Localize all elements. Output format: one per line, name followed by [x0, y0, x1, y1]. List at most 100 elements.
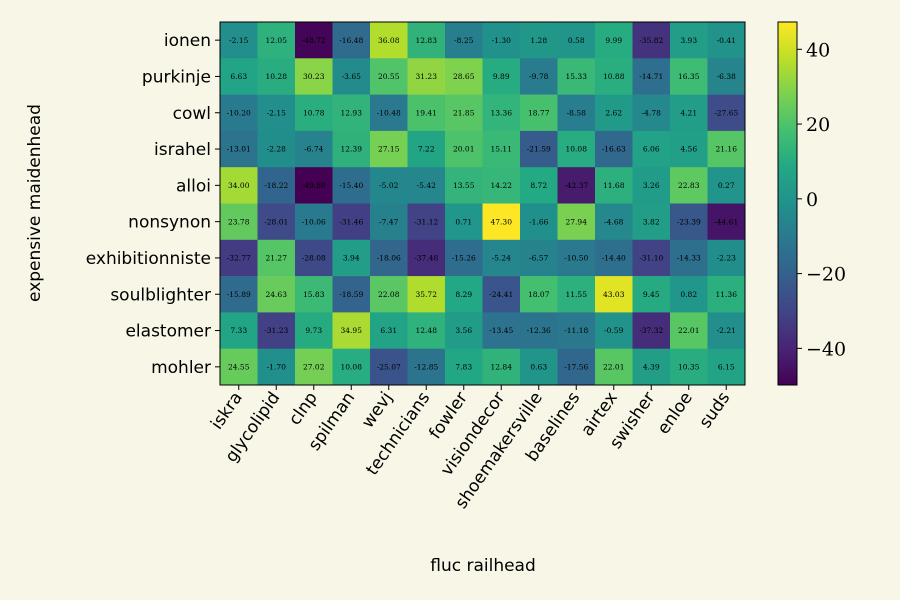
cell-value-label: 12.84	[491, 362, 513, 371]
cell-value-label: 20.55	[378, 72, 400, 81]
heatmap-cell	[557, 239, 596, 277]
cell-value-label: -13.45	[489, 326, 513, 335]
cell-value-label: -4.68	[604, 217, 623, 226]
cell-value-label: -37.48	[414, 254, 438, 263]
cell-value-label: -5.02	[379, 181, 398, 190]
heatmap-cell	[520, 167, 558, 204]
cell-value-label: -15.40	[339, 181, 363, 190]
heatmap-cell	[482, 203, 521, 241]
heatmap-cell	[445, 348, 483, 386]
heatmap-cell	[257, 167, 296, 204]
heatmap-cell	[407, 94, 446, 132]
heatmap-cell	[670, 203, 708, 241]
heatmap-cell	[670, 167, 708, 204]
heatmap-cell	[445, 58, 483, 95]
cell-value-label: 0.82	[680, 290, 697, 299]
heatmap-cell	[370, 22, 408, 59]
heatmap-cell	[670, 22, 708, 59]
cell-value-label: 6.15	[718, 362, 735, 371]
heatmap-cell	[595, 312, 633, 349]
cell-value-label: -1.30	[492, 36, 511, 45]
heatmap-cell	[332, 276, 371, 313]
cell-value-label: 0.71	[455, 217, 472, 226]
heatmap-cell	[220, 22, 258, 59]
cell-value-label: -0.41	[717, 36, 736, 45]
cell-value-label: 14.22	[491, 181, 513, 190]
y-tick-label: mohler	[151, 358, 211, 378]
cell-value-label: 9.99	[605, 36, 622, 45]
cell-value-label: 13.55	[453, 181, 475, 190]
cell-value-label: 3.94	[343, 254, 360, 263]
cell-value-label: -18.06	[377, 254, 401, 263]
heatmap-cell	[520, 22, 558, 59]
cell-value-label: -31.10	[639, 254, 663, 263]
cell-value-label: 3.56	[455, 326, 472, 335]
colorbar-ticks: −40 −20 0 20 40	[797, 39, 846, 360]
cell-value-label: -2.15	[267, 108, 286, 117]
cell-value-label: -32.77	[227, 254, 251, 263]
heatmap-cell	[557, 312, 596, 349]
cell-value-label: -16.63	[602, 145, 626, 154]
heatmap-cell	[595, 94, 633, 132]
cell-value-label: 2.62	[605, 108, 622, 117]
heatmap-cell	[595, 167, 633, 204]
cell-value-label: 3.82	[643, 217, 660, 226]
heatmap-cell	[370, 239, 408, 277]
heatmap-cell	[257, 94, 296, 132]
cell-value-label: 34.00	[228, 181, 250, 190]
cell-value-label: -1.66	[529, 217, 548, 226]
cell-value-label: 21.85	[453, 108, 475, 117]
heatmap-cell	[482, 94, 521, 132]
heatmap-cell	[670, 94, 708, 132]
heatmap-cell	[707, 167, 746, 204]
cell-value-label: -17.56	[564, 362, 588, 371]
cell-value-label: -13.01	[227, 145, 251, 154]
heatmap-cell	[595, 239, 633, 277]
heatmap-cell	[332, 239, 371, 277]
heatmap-cell	[370, 58, 408, 95]
heatmap-cell	[295, 239, 333, 277]
heatmap-cell	[670, 276, 708, 313]
cell-value-label: -14.71	[639, 72, 663, 81]
heatmap-cell	[595, 276, 633, 313]
y-tick-label: cowl	[173, 104, 211, 124]
cell-value-label: -27.65	[714, 108, 738, 117]
cell-value-label: 11.55	[566, 290, 588, 299]
cell-value-label: 22.83	[678, 181, 700, 190]
heatmap-cell	[295, 130, 333, 168]
heatmap-cell	[632, 276, 671, 313]
cell-value-label: 12.93	[341, 108, 363, 117]
cell-value-label: 24.63	[266, 290, 288, 299]
heatmap-cell	[482, 348, 521, 386]
heatmap-cell	[257, 130, 296, 168]
heatmap-cell	[632, 239, 671, 277]
colorbar-tick-label: −20	[806, 264, 846, 286]
heatmap-cell	[370, 130, 408, 168]
cell-value-label: 8.72	[530, 181, 547, 190]
cell-value-label: 4.56	[680, 145, 697, 154]
heatmap-cell	[370, 203, 408, 241]
cell-value-label: 28.65	[453, 72, 475, 81]
cell-value-label: 16.35	[678, 72, 700, 81]
x-tick-label: suds	[695, 388, 734, 432]
heatmap-cell	[370, 348, 408, 386]
colorbar-tick-label: 0	[806, 189, 818, 211]
heatmap-cell	[445, 203, 483, 241]
heatmap-cell	[295, 312, 333, 349]
cell-value-label: 9.73	[305, 326, 322, 335]
colorbar-tick-label: −40	[806, 338, 846, 360]
cell-value-label: -14.33	[677, 254, 701, 263]
heatmap-cell	[707, 312, 746, 349]
cell-value-label: 15.33	[566, 72, 588, 81]
heatmap-cell	[482, 22, 521, 59]
cell-value-label: -21.59	[527, 145, 551, 154]
cell-value-label: -16.48	[339, 36, 363, 45]
heatmap-cell	[257, 203, 296, 241]
cell-value-label: -10.48	[377, 108, 401, 117]
cell-value-label: 7.22	[418, 145, 435, 154]
cell-value-label: 10.88	[603, 72, 625, 81]
cell-value-label: 23.78	[228, 217, 250, 226]
heatmap-cell	[407, 167, 446, 204]
heatmap-cell	[370, 276, 408, 313]
cell-value-label: 8.29	[455, 290, 472, 299]
